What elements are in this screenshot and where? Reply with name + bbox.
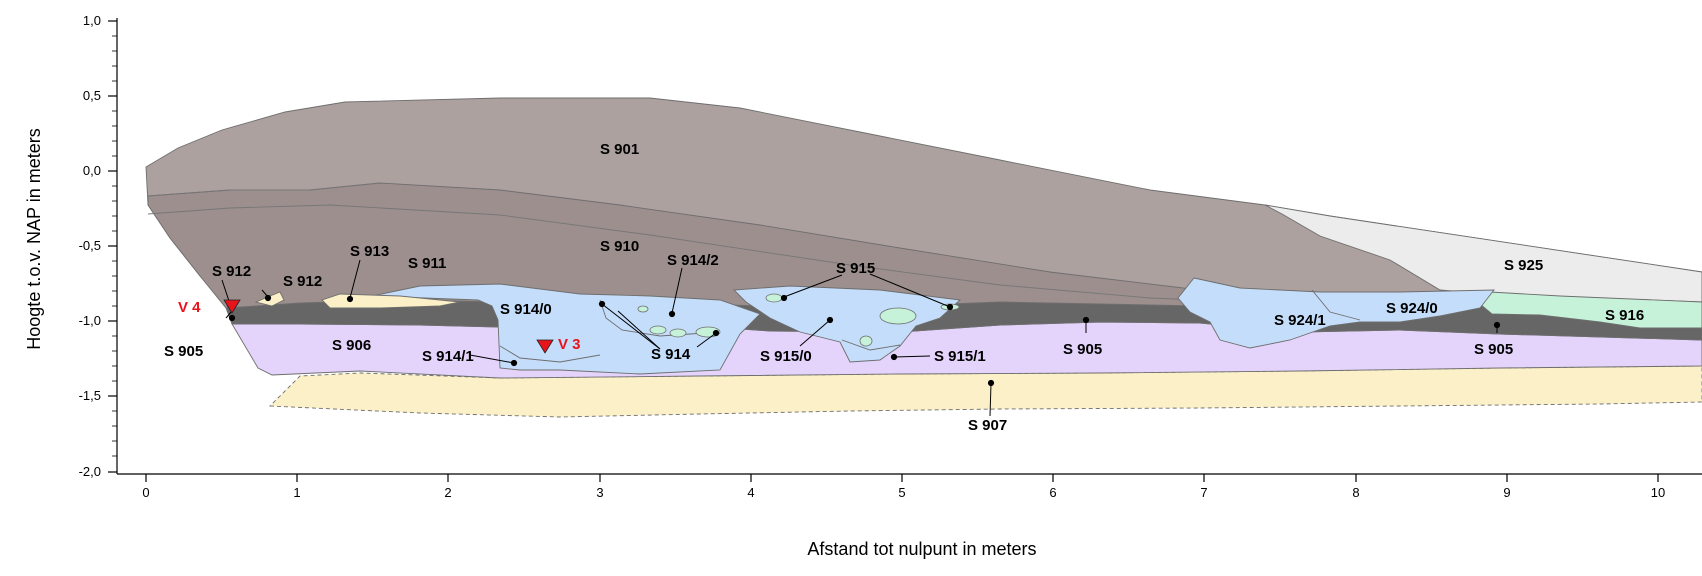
label-s915-1: S 915/1 [934, 348, 986, 365]
y-tick-label: -1,5 [79, 388, 101, 403]
leader-lines [221, 259, 1501, 417]
label-s907: S 907 [968, 417, 1007, 434]
label-s924-0: S 924/0 [1386, 300, 1438, 317]
x-tick-label: 4 [747, 485, 754, 500]
y-tick-label: -0,5 [79, 238, 101, 253]
x-axis [117, 473, 1702, 482]
x-tick-label: 0 [142, 485, 149, 500]
label-s915: S 915 [836, 260, 875, 277]
marker-v3-label: V 3 [558, 336, 581, 353]
label-s905-mid: S 905 [1063, 341, 1102, 358]
x-tick-label: 7 [1200, 485, 1207, 500]
y-axis-title: Hoogte t.o.v. NAP in meters [24, 128, 44, 349]
label-s901: S 901 [600, 141, 639, 158]
y-tick-label: 0,5 [83, 88, 101, 103]
x-tick-label: 8 [1352, 485, 1359, 500]
y-tick-labels: 1,0 0,5 0,0 -0,5 -1,0 -1,5 -2,0 [79, 13, 101, 479]
layer-s924 [1177, 277, 1495, 349]
layer-s911-boundaries [147, 182, 1251, 303]
y-major-ticks [108, 20, 117, 473]
inclusions-green [637, 293, 960, 347]
label-s914: S 914 [651, 346, 691, 363]
x-tick-label: 10 [1651, 485, 1665, 500]
x-tick-label: 9 [1503, 485, 1510, 500]
y-tick-label: -1,0 [79, 313, 101, 328]
layer-labels: S 901 S 910 S 911 S 912 S 912 S 913 S 91… [164, 141, 1644, 434]
x-axis-title: Afstand tot nulpunt in meters [807, 539, 1036, 559]
y-tick-label: -2,0 [79, 464, 101, 479]
y-minor-ticks [112, 35, 117, 457]
label-s913: S 913 [350, 243, 389, 260]
marker-v3: V 3 [536, 336, 581, 354]
layer-s913 [321, 293, 461, 309]
x-tick-label: 3 [596, 485, 603, 500]
x-tick-label: 1 [293, 485, 300, 500]
y-axis [108, 18, 118, 474]
layer-s916 [1479, 291, 1702, 329]
label-s912-b: S 912 [283, 273, 322, 290]
y-tick-label: 1,0 [83, 13, 101, 28]
layer-s915 [732, 285, 962, 363]
label-s906: S 906 [332, 337, 371, 354]
label-s916: S 916 [1605, 307, 1644, 324]
label-s914-2: S 914/2 [667, 252, 719, 269]
label-s914-0: S 914/0 [500, 301, 552, 318]
label-s914-1: S 914/1 [422, 348, 474, 365]
marker-v4: V 4 [178, 299, 241, 316]
label-s912-a: S 912 [212, 263, 251, 280]
x-tick-label: 6 [1049, 485, 1056, 500]
label-s915-0: S 915/0 [760, 348, 812, 365]
label-s924-1: S 924/1 [1274, 312, 1326, 329]
label-s905-left: S 905 [164, 343, 203, 360]
label-s910: S 910 [600, 238, 639, 255]
x-tick-labels: 0 1 2 3 4 5 6 7 8 9 10 [142, 485, 1665, 500]
y-tick-label: 0,0 [83, 163, 101, 178]
marker-v4-label: V 4 [178, 299, 201, 316]
label-s905-right: S 905 [1474, 341, 1513, 358]
x-tick-label: 5 [898, 485, 905, 500]
x-tick-label: 2 [444, 485, 451, 500]
label-s911: S 911 [408, 255, 446, 272]
label-s925: S 925 [1504, 257, 1543, 274]
layer-s907 [268, 365, 1702, 418]
